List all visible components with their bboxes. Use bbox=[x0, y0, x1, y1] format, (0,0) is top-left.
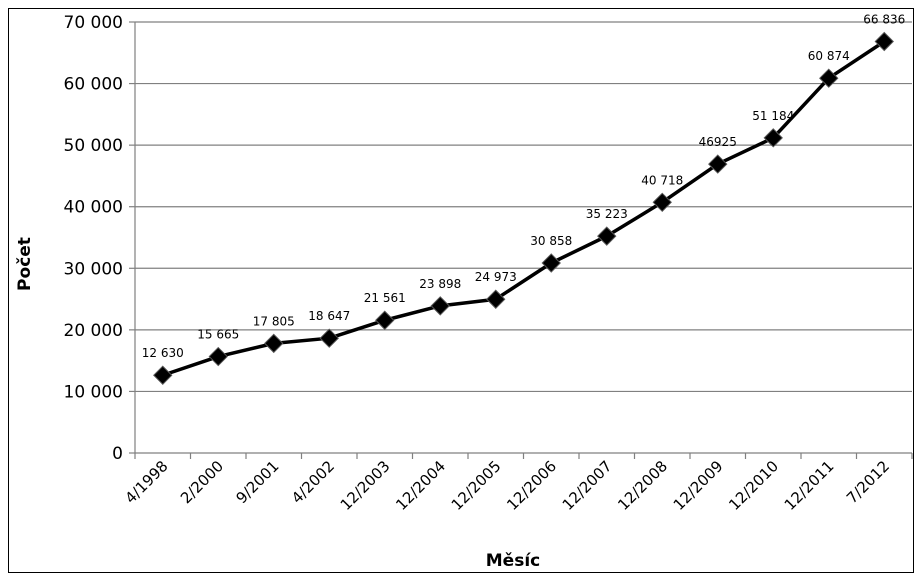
data-point-marker bbox=[541, 253, 561, 273]
data-point-marker bbox=[819, 68, 839, 88]
data-point-marker bbox=[153, 365, 173, 385]
x-tick-label: 12/2006 bbox=[503, 457, 560, 514]
y-tick-label: 40 000 bbox=[64, 198, 123, 218]
x-tick-label: 12/2008 bbox=[614, 457, 671, 514]
data-label: 30 858 bbox=[530, 234, 572, 248]
data-point-marker bbox=[763, 128, 783, 148]
y-tick-label: 70 000 bbox=[64, 13, 123, 33]
data-point-marker bbox=[430, 296, 450, 316]
x-tick-label: 12/2010 bbox=[725, 457, 782, 514]
data-label: 24 973 bbox=[475, 270, 517, 284]
y-tick-labels: 0 10 000 20 000 30 000 40 000 50 000 60 000 70 … bbox=[64, 13, 123, 464]
data-label: 12 630 bbox=[142, 346, 184, 360]
x-tick-label: 4/1998 bbox=[122, 457, 172, 507]
x-tick-label: 9/2001 bbox=[233, 457, 283, 507]
data-label: 66 836 bbox=[863, 12, 905, 26]
data-point-marker bbox=[208, 346, 228, 367]
axes bbox=[129, 21, 913, 459]
data-label: 17 805 bbox=[253, 314, 295, 328]
data-label: 51 184 bbox=[752, 109, 794, 123]
data-point-marker bbox=[708, 154, 728, 174]
y-tick-label: 0 bbox=[112, 444, 123, 464]
data-labels: 12 630 15 665 17 805 18 647 21 561 23 898 24 9… bbox=[142, 12, 906, 360]
y-tick-label: 20 000 bbox=[64, 321, 123, 341]
y-tick-label: 30 000 bbox=[64, 259, 123, 279]
data-label: 35 223 bbox=[586, 207, 628, 221]
x-tick-label: 4/2002 bbox=[288, 457, 338, 507]
x-tick-label: 7/2012 bbox=[843, 457, 893, 507]
data-point-marker bbox=[264, 333, 284, 354]
x-tick-labels: 4/1998 2/2000 9/2001 4/200212/200312/200412… bbox=[122, 457, 894, 514]
x-axis-title: Měsíc bbox=[486, 551, 540, 571]
gridlines bbox=[135, 21, 912, 393]
data-label: 23 898 bbox=[419, 277, 461, 291]
y-axis-title: Počet bbox=[15, 237, 35, 291]
y-tick-label: 10 000 bbox=[64, 382, 123, 402]
x-tick-label: 12/2007 bbox=[559, 457, 616, 514]
data-point-marker bbox=[652, 192, 672, 213]
data-label: 46925 bbox=[699, 135, 737, 149]
chart-frame bbox=[8, 8, 914, 573]
data-label: 15 665 bbox=[197, 328, 239, 342]
data-point-marker bbox=[375, 310, 395, 330]
data-label: 21 561 bbox=[364, 291, 406, 305]
x-tick-label: 12/2004 bbox=[392, 457, 449, 514]
x-tick-label: 12/2009 bbox=[670, 457, 727, 514]
data-label: 60 874 bbox=[808, 49, 850, 63]
x-tick-label: 2/2000 bbox=[177, 457, 227, 507]
series bbox=[153, 31, 894, 385]
data-point-marker bbox=[597, 226, 617, 246]
data-point-marker bbox=[874, 31, 894, 52]
data-point-marker bbox=[486, 289, 506, 309]
x-tick-label: 12/2011 bbox=[781, 457, 838, 514]
data-label: 40 718 bbox=[641, 173, 683, 187]
x-tick-label: 12/2003 bbox=[337, 457, 394, 514]
series-line bbox=[162, 40, 886, 377]
data-label: 18 647 bbox=[308, 309, 350, 323]
y-tick-label: 60 000 bbox=[64, 75, 123, 95]
y-tick-label: 50 000 bbox=[64, 136, 123, 156]
x-tick-label: 12/2005 bbox=[448, 457, 505, 514]
data-point-marker bbox=[319, 328, 339, 348]
